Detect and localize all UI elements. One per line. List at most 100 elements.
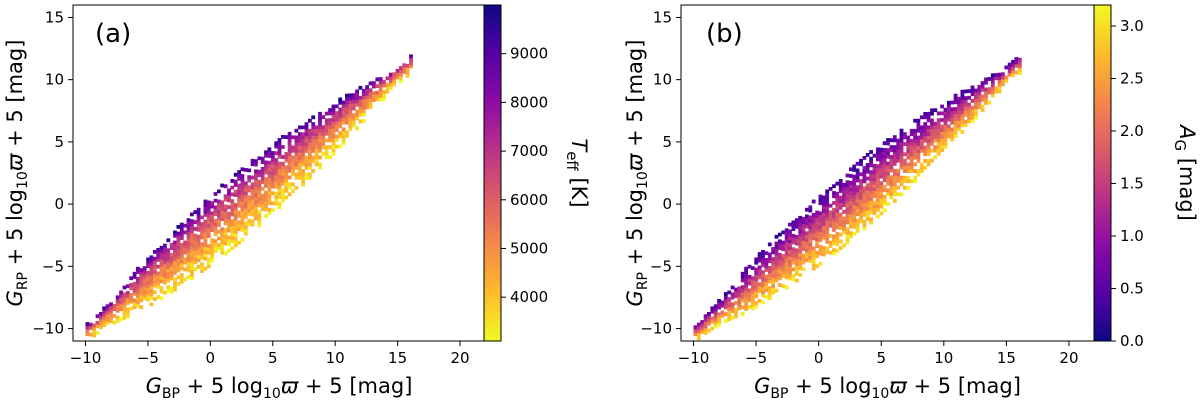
heatmap-cell [717,299,721,303]
heatmap-cell [173,267,177,272]
heatmap-cell [916,139,921,143]
heatmap-cell [220,230,225,235]
heatmap-cell [953,117,958,121]
heatmap-cell [696,329,701,334]
heatmap-cell [788,242,792,247]
heatmap-cell [240,167,245,172]
heatmap-cell [203,219,208,224]
heatmap-cell [348,103,353,108]
heatmap-cell [358,102,363,107]
heatmap-cell [808,255,813,260]
heatmap-cell [388,82,393,87]
heatmap-cell [139,295,144,299]
heatmap-cell [788,253,792,257]
heatmap-cell [740,298,745,303]
heatmap-cell [270,181,275,186]
heatmap-cell [324,131,329,136]
heatmap-cell [146,277,150,282]
heatmap-cell [859,209,863,214]
heatmap-cell [865,153,870,157]
heatmap-cell [784,238,789,243]
heatmap-cell [936,151,941,156]
heatmap-cell [200,215,204,220]
heatmap-cell [304,135,309,140]
heatmap-cell [240,197,245,202]
heatmap-cell [825,229,830,234]
heatmap-cell [233,203,238,207]
heatmap-cell [267,201,272,205]
heatmap-cell [149,289,154,293]
heatmap-cell [997,72,1002,77]
heatmap-cell [855,229,860,233]
heatmap-cell [892,192,897,197]
heatmap-cell [156,254,161,259]
heatmap-cell [740,295,745,300]
heatmap-cell [378,93,383,98]
heatmap-cell [808,208,813,213]
heatmap-cell [730,295,735,300]
heatmap-cell [896,179,901,183]
heatmap-cell [832,241,836,246]
heatmap-cell [886,181,890,186]
heatmap-cell [240,238,245,242]
heatmap-cell [930,135,934,140]
heatmap-cell [338,100,343,105]
heatmap-cell [125,291,130,295]
heatmap-cell [257,210,262,214]
heatmap-cell [331,148,336,153]
heatmap-cell [240,201,245,205]
heatmap-cell [778,259,782,264]
heatmap-cell [169,273,174,277]
heatmap-cell [909,159,914,163]
heatmap-cell [297,125,302,130]
heatmap-cell [338,114,343,119]
heatmap-cell [896,172,901,177]
heatmap-cell [869,177,873,181]
heatmap-cell [176,265,181,270]
heatmap-cell [196,248,201,252]
heatmap-cell [967,102,971,107]
heatmap-cell [849,167,853,172]
heatmap-cell [190,232,194,237]
heatmap-cell [179,273,184,277]
heatmap-cell [876,194,880,199]
heatmap-cell [845,200,850,205]
heatmap-cell [828,250,833,255]
heatmap-cell [378,97,383,102]
heatmap-cell [784,275,789,280]
heatmap-cell [916,159,921,163]
heatmap-cell [190,236,194,240]
heatmap-cell [220,210,225,215]
heatmap-cell [179,259,184,264]
heatmap-cell [791,247,796,252]
heatmap-cell [771,263,775,268]
heatmap-cell [388,72,393,77]
heatmap-cell [1014,60,1019,65]
heatmap-cell [832,191,836,195]
heatmap-cell [815,224,819,228]
heatmap-cell [318,148,322,153]
heatmap-cell [892,138,897,143]
heatmap-cell [304,165,309,170]
heatmap-cell [203,209,208,214]
heatmap-cell [791,220,796,225]
heatmap-cell [264,180,268,185]
heatmap-cell [801,240,806,245]
heatmap-cell [301,152,305,157]
heatmap-cell [109,319,113,323]
heatmap-cell [122,285,127,290]
colorbar-label: Teff [K] [563,138,591,207]
heatmap-cell [142,283,147,287]
heatmap-cell [142,266,147,270]
heatmap-cell [99,312,103,316]
heatmap-cell [190,212,194,217]
heatmap-cell [761,290,765,295]
heatmap-cell [115,315,120,320]
heatmap-cell [351,106,356,111]
heatmap-cell [223,238,228,242]
heatmap-cell [723,302,728,306]
heatmap-cell [142,272,147,277]
heatmap-cell [849,234,853,239]
heatmap-cell [781,244,786,248]
heatmap-cell [176,261,181,266]
